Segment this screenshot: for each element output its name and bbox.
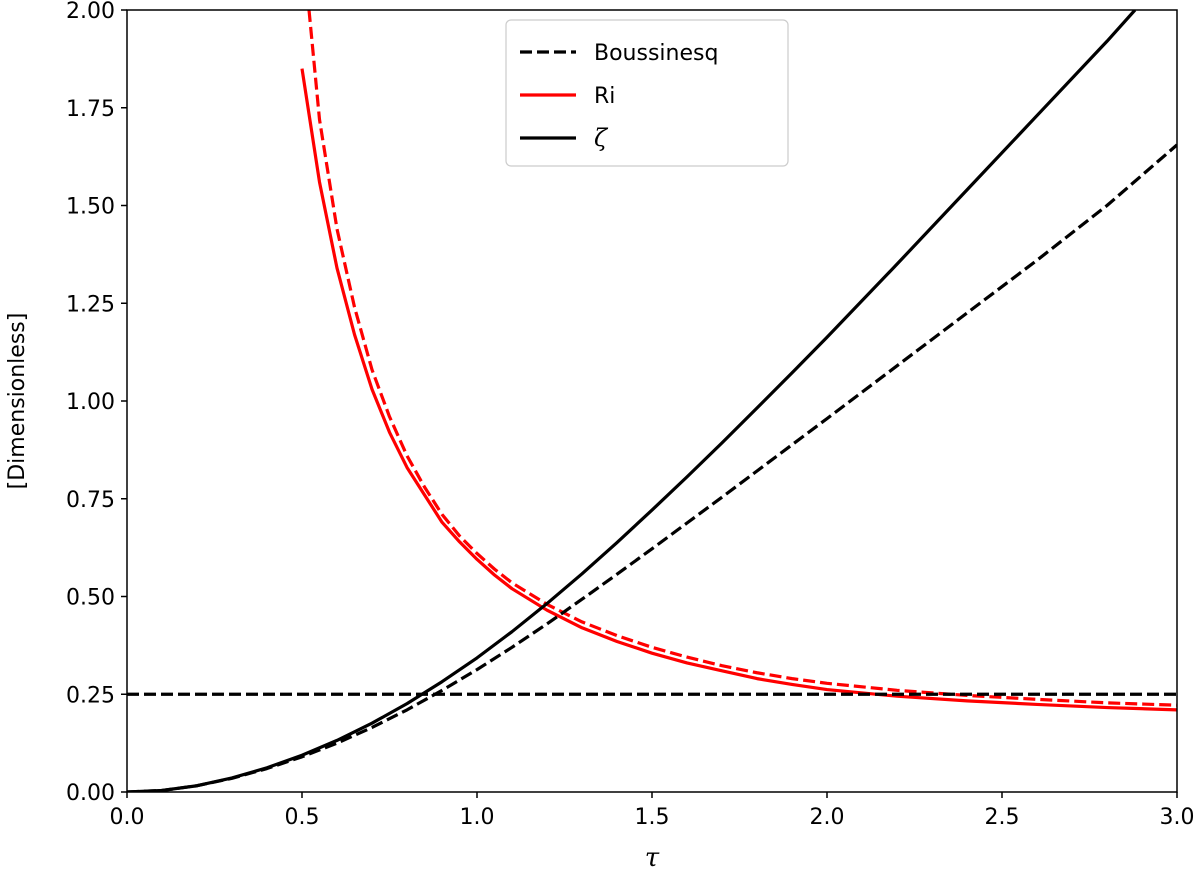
y-tick-label: 1.25: [66, 292, 115, 317]
y-tick-label: 0.75: [66, 488, 115, 513]
x-axis-ticks: 0.0 0.5 1.0 1.5 2.0 2.5 3.0: [110, 792, 1195, 830]
plot-area: [127, 10, 1177, 792]
y-tick-label: 0.25: [66, 683, 115, 708]
legend-box: [505, 19, 789, 167]
y-tick-label: 1.50: [66, 195, 115, 220]
legend-label: Ri: [594, 84, 615, 109]
legend-label: Boussinesq: [594, 41, 718, 66]
legend-label: ζ: [594, 124, 609, 152]
x-tick-label: 0.0: [110, 805, 145, 830]
x-axis-label: τ: [645, 843, 660, 873]
y-tick-label: 0.50: [66, 586, 115, 611]
series-line-2: [127, 10, 1137, 792]
y-tick-label: 0.00: [66, 781, 115, 806]
y-axis-ticks: 0.00 0.25 0.50 0.75 1.00 1.25 1.50 1.75 2.00: [66, 0, 127, 806]
series-line-0: [300, 68, 1177, 712]
x-tick-label: 0.5: [285, 805, 320, 830]
axes-frame: [126, 9, 1178, 793]
series-line-3: [127, 143, 1177, 792]
y-tick-label: 1.00: [66, 390, 115, 415]
x-tick-label: 1.5: [635, 805, 670, 830]
y-tick-label: 2.00: [66, 0, 115, 24]
x-tick-label: 2.5: [985, 805, 1020, 830]
x-tick-label: 2.0: [810, 805, 845, 830]
x-tick-label: 3.0: [1160, 805, 1195, 830]
legend: Boussinesq Ri ζ: [505, 19, 789, 167]
x-tick-label: 1.0: [460, 805, 495, 830]
y-axis-label: [Dimensionless]: [5, 313, 30, 490]
y-tick-label: 1.75: [66, 97, 115, 122]
